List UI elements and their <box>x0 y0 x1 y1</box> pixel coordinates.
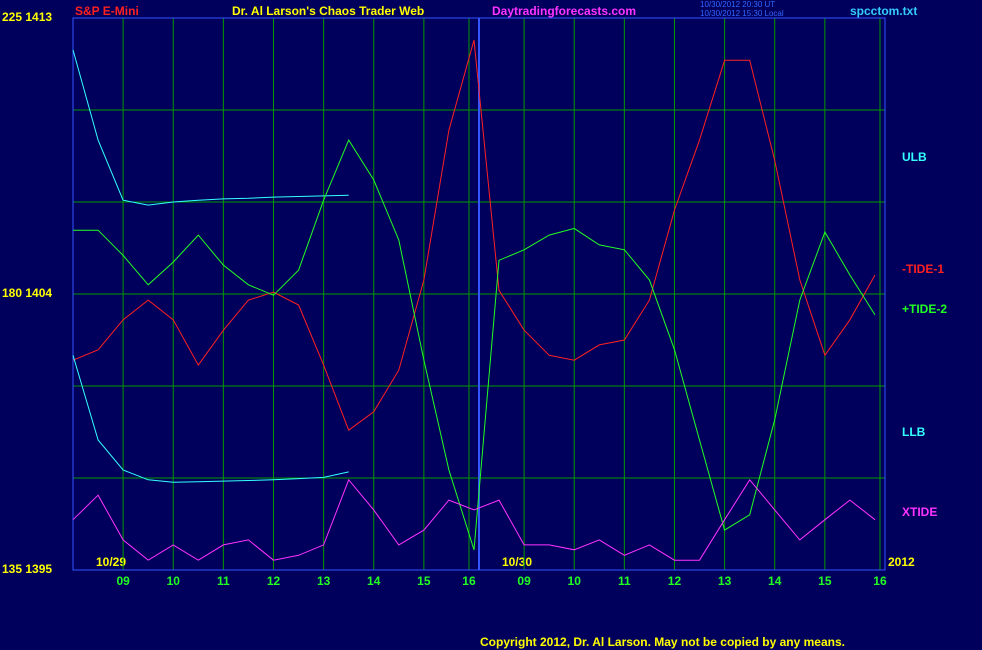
legend-label: +TIDE-2 <box>902 302 947 316</box>
x-tick-label: 11 <box>618 574 631 588</box>
x-tick-label: 10 <box>167 574 181 588</box>
series-line <box>72 49 349 206</box>
x-tick-label: 13 <box>718 574 732 588</box>
legend-label: ULB <box>902 150 927 164</box>
website: Daytradingforecasts.com <box>492 4 636 18</box>
timestamp: 10/30/2012 20:30 UT <box>700 0 775 9</box>
plot-frame <box>72 17 886 571</box>
x-tick-label: 09 <box>517 574 531 588</box>
file-name: spcctom.txt <box>850 4 917 18</box>
chart-title: Dr. Al Larson's Chaos Trader Web <box>232 4 424 18</box>
x-tick-label: 14 <box>768 574 782 588</box>
legend-label: XTIDE <box>902 505 937 519</box>
x-tick-label: 14 <box>367 574 381 588</box>
y-tick-label: 180 1404 <box>2 286 52 300</box>
series-line <box>73 139 876 550</box>
y-tick-label: 225 1413 <box>2 10 52 24</box>
x-tick-label: 10 <box>568 574 582 588</box>
x-tick-label: 15 <box>818 574 832 588</box>
timestamp: 10/30/2012 15:30 Local <box>700 9 784 18</box>
x-tick-label: 12 <box>267 574 281 588</box>
x-tick-label: 16 <box>462 574 476 588</box>
symbol: S&P E-Mini <box>75 4 139 18</box>
x-tick-label: 09 <box>116 574 130 588</box>
date-label: 2012 <box>888 555 915 569</box>
x-tick-label: 16 <box>873 574 887 588</box>
x-tick-label: 11 <box>217 574 230 588</box>
legend-label: -TIDE-1 <box>902 262 944 276</box>
date-label: 10/30 <box>502 555 532 569</box>
x-tick-label: 13 <box>317 574 331 588</box>
series-line <box>72 355 349 483</box>
y-tick-label: 135 1395 <box>2 562 52 576</box>
legend-label: LLB <box>902 425 926 439</box>
x-tick-label: 15 <box>417 574 431 588</box>
series-line <box>72 39 876 431</box>
date-label: 10/29 <box>96 555 126 569</box>
series-line <box>72 478 876 561</box>
x-tick-label: 12 <box>668 574 682 588</box>
copyright: Copyright 2012, Dr. Al Larson. May not b… <box>480 635 845 649</box>
